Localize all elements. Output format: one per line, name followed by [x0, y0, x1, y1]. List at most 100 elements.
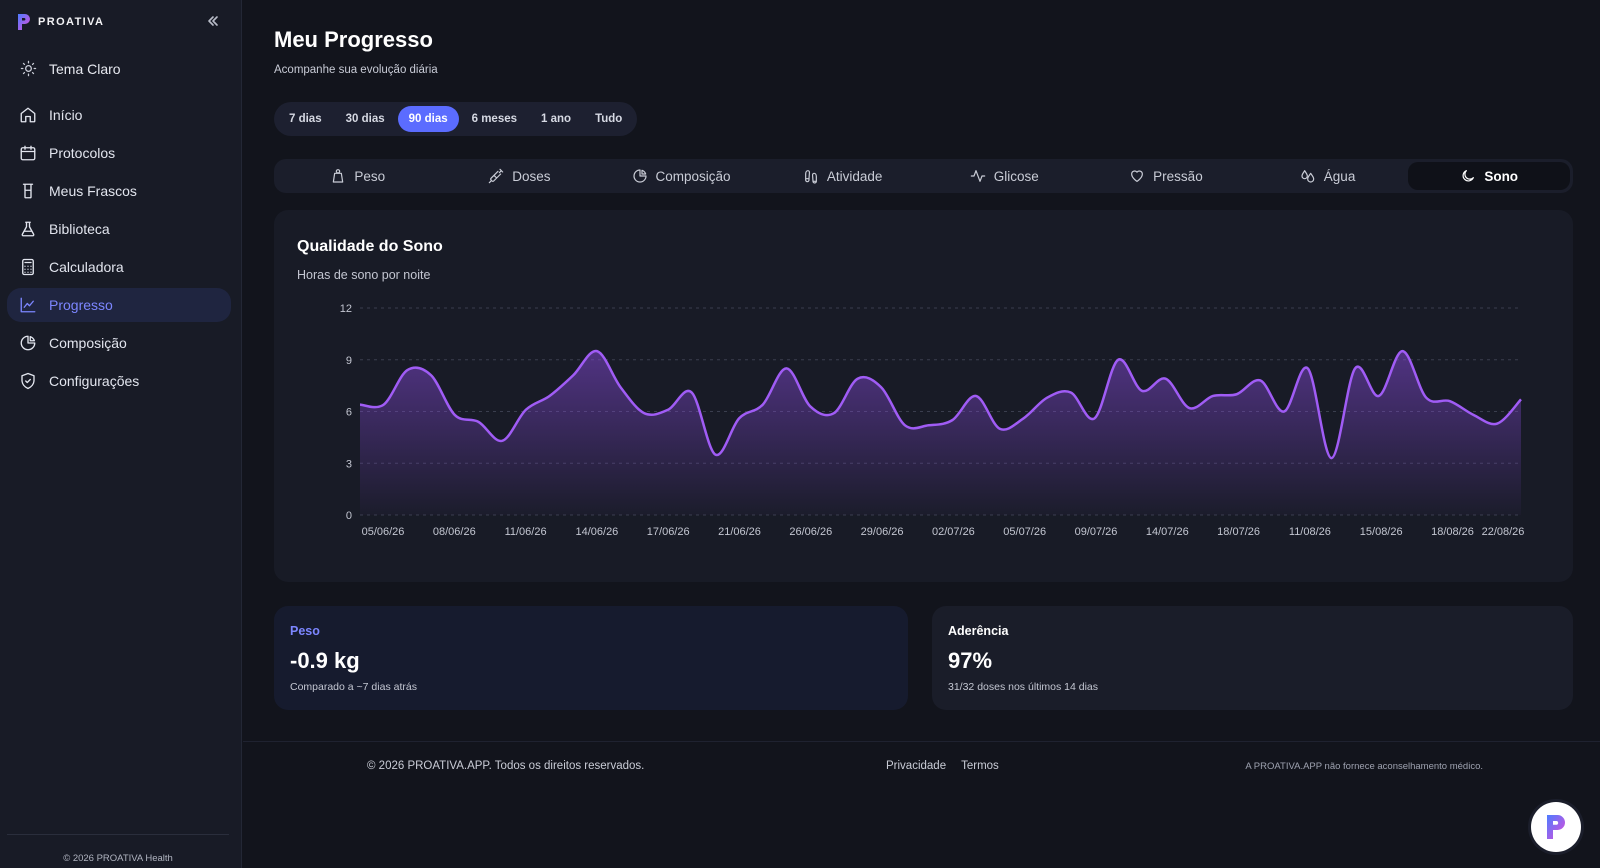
sidebar-item-label: Biblioteca [49, 221, 110, 237]
tab-label: Pressão [1153, 168, 1203, 184]
tab-agua[interactable]: Água [1247, 162, 1409, 190]
scale-icon [333, 169, 344, 183]
adherence-stat-note: 31/32 doses nos últimos 14 dias [948, 681, 1099, 693]
range-1-ano-button[interactable]: 1 ano [541, 113, 572, 125]
range-30-dias-button[interactable]: 30 dias [345, 113, 385, 125]
activity-icon [970, 170, 986, 182]
y-tick-label: 6 [346, 407, 352, 419]
brand-logo[interactable]: PROATIVA [14, 12, 104, 32]
tab-sono[interactable]: Sono [1408, 162, 1570, 190]
weight-stat-value: -0.9 kg [290, 648, 360, 673]
weight-stat-card[interactable]: Peso -0.9 kg Comparado a ~7 dias atrás [274, 606, 908, 710]
tab-label: Água [1323, 168, 1356, 184]
sidebar-item-meus-frascos[interactable]: Meus Frascos [7, 174, 231, 208]
sidebar-item-label: Protocolos [49, 145, 116, 161]
adherence-stat-value: 97% [948, 648, 993, 673]
range-90-dias-button[interactable]: 90 dias [397, 106, 459, 132]
syringe-icon [489, 168, 504, 184]
tab-label: Peso [354, 168, 386, 184]
range-selector: 7 dias 30 dias 90 dias 6 meses 1 ano Tud… [274, 102, 638, 136]
weight-stat-note: Comparado a ~7 dias atrás [290, 681, 417, 693]
x-tick-label: 15/08/26 [1360, 526, 1403, 538]
range-6-meses-button[interactable]: 6 meses [471, 113, 518, 125]
x-tick-label: 29/06/26 [861, 526, 904, 538]
footer-copyright: © 2026 PROATIVA.APP. Todos os direitos r… [367, 760, 645, 772]
sidebar: PROATIVA Tema Claro Início Protocolos Me… [0, 0, 242, 868]
sleep-chart-card: 0 3 6 9 12 05/06/26 08/06/26 11/06/26 14/06/26 17… [274, 210, 1573, 582]
line-chart-icon [20, 297, 36, 313]
tab-label: Doses [512, 168, 551, 184]
brand-name: PROATIVA [38, 16, 105, 28]
sidebar-item-label: Composição [49, 335, 127, 351]
page-title: Meu Progresso [274, 27, 433, 52]
chart-subtitle: Horas de sono por noite [297, 268, 431, 282]
tab-atividade[interactable]: Atividade [762, 162, 924, 190]
chevrons-left-icon [208, 16, 218, 26]
sleep-area-fill [360, 350, 1521, 515]
metric-tabs: Peso Doses Composição Atividade Glicose … [274, 159, 1573, 193]
x-tick-label: 05/07/26 [1003, 526, 1046, 538]
x-tick-label: 14/06/26 [575, 526, 618, 538]
weight-stat-label: Peso [290, 624, 320, 638]
tab-peso[interactable]: Peso [277, 162, 439, 190]
x-tick-label: 11/08/26 [1289, 526, 1331, 538]
tab-label: Glicose [993, 168, 1039, 184]
theme-toggle-label: Tema Claro [49, 60, 121, 77]
heart-icon [1131, 170, 1144, 182]
y-tick-label: 9 [346, 355, 352, 367]
shield-check-icon [21, 372, 35, 390]
sidebar-item-label: Progresso [49, 297, 113, 313]
sidebar-nav: Início Protocolos Meus Frascos Bibliotec… [7, 98, 231, 402]
tab-composicao[interactable]: Composição [600, 162, 762, 190]
page-subtitle: Acompanhe sua evolução diária [274, 64, 438, 76]
adherence-stat-card[interactable]: Aderência 97% 31/32 doses nos últimos 14… [932, 606, 1573, 710]
tab-pressao[interactable]: Pressão [1085, 162, 1247, 190]
flask-icon [21, 221, 35, 237]
x-tick-label: 17/06/26 [647, 526, 690, 538]
sidebar-item-label: Configurações [49, 373, 140, 389]
sidebar-item-composicao[interactable]: Composição [7, 326, 231, 360]
footprints-icon [804, 170, 817, 184]
chart-title: Qualidade do Sono [297, 238, 443, 255]
sidebar-item-inicio[interactable]: Início [7, 98, 231, 132]
tab-label: Sono [1484, 168, 1519, 184]
y-tick-label: 0 [346, 510, 352, 522]
sidebar-item-calculadora[interactable]: Calculadora [7, 250, 231, 284]
footer-links: Privacidade Termos [886, 760, 999, 772]
theme-toggle[interactable]: Tema Claro [20, 60, 121, 77]
sidebar-item-label: Calculadora [49, 259, 124, 275]
sidebar-divider [7, 834, 229, 835]
proativa-logo-icon [18, 14, 30, 30]
tab-doses[interactable]: Doses [439, 162, 601, 190]
y-tick-label: 12 [340, 303, 352, 315]
tab-label: Composição [655, 168, 731, 184]
footer-disclaimer: A PROATIVA.APP não fornece aconselhament… [1245, 761, 1483, 772]
sidebar-item-biblioteca[interactable]: Biblioteca [7, 212, 231, 246]
footer-divider [243, 741, 1600, 742]
sun-icon [20, 60, 37, 77]
home-icon [20, 107, 36, 123]
pie-chart-icon [632, 169, 647, 183]
tab-label: Atividade [826, 168, 883, 184]
sidebar-item-configuracoes[interactable]: Configurações [7, 364, 231, 398]
sidebar-item-protocolos[interactable]: Protocolos [7, 136, 231, 170]
droplets-icon [1301, 170, 1315, 183]
sidebar-item-label: Início [49, 107, 83, 123]
collapse-sidebar-button[interactable] [204, 14, 222, 32]
calculator-icon [22, 258, 34, 276]
x-tick-label: 21/06/26 [718, 526, 761, 538]
x-tick-label: 14/07/26 [1146, 526, 1189, 538]
adherence-stat-label: Aderência [948, 624, 1009, 638]
range-tudo-button[interactable]: Tudo [595, 113, 623, 125]
tab-glicose[interactable]: Glicose [924, 162, 1086, 190]
main-content: Meu Progresso Acompanhe sua evolução diá… [243, 0, 1600, 868]
sidebar-item-progresso[interactable]: Progresso [7, 288, 231, 322]
privacy-link[interactable]: Privacidade [886, 760, 947, 772]
moon-icon [1462, 170, 1475, 182]
terms-link[interactable]: Termos [961, 760, 999, 772]
assistant-fab-button[interactable] [1531, 802, 1581, 852]
x-tick-label: 05/06/26 [362, 526, 405, 538]
proativa-logo-icon [1547, 815, 1565, 839]
range-7-dias-button[interactable]: 7 dias [289, 113, 322, 125]
y-tick-label: 3 [346, 458, 352, 470]
